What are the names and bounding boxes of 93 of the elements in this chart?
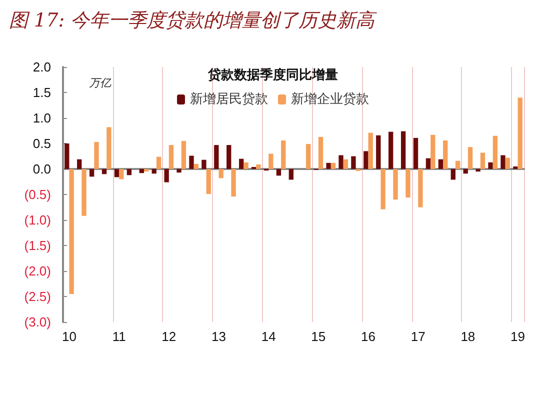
bar bbox=[426, 158, 431, 169]
x-tick-label: 17 bbox=[410, 329, 426, 344]
y-tick-label: (1.0) bbox=[24, 212, 51, 228]
bar bbox=[513, 166, 518, 169]
bar bbox=[288, 169, 294, 180]
y-tick-label: 0.0 bbox=[32, 162, 51, 176]
bar bbox=[139, 169, 144, 174]
bar bbox=[351, 156, 356, 169]
bar bbox=[202, 160, 206, 169]
bar bbox=[393, 169, 398, 200]
y-tick-label: 1.5 bbox=[32, 85, 51, 100]
bar bbox=[238, 158, 244, 169]
y-tick-label: 1.0 bbox=[32, 110, 51, 126]
bar bbox=[126, 169, 132, 176]
bar bbox=[77, 159, 82, 169]
bar bbox=[214, 145, 219, 169]
bar bbox=[176, 169, 182, 173]
bar bbox=[450, 169, 456, 180]
x-tick-label: 18 bbox=[460, 329, 476, 344]
bar bbox=[152, 169, 156, 174]
bar bbox=[463, 169, 468, 174]
bar bbox=[443, 140, 448, 169]
x-tick-label: 10 bbox=[62, 329, 76, 344]
bar bbox=[231, 169, 236, 197]
bar bbox=[306, 144, 311, 169]
bar bbox=[368, 132, 373, 169]
bar bbox=[94, 142, 99, 169]
bar bbox=[343, 159, 348, 169]
bar bbox=[276, 169, 282, 176]
y-tick-label: 2.0 bbox=[32, 60, 51, 74]
x-tick-label: 12 bbox=[162, 329, 176, 344]
x-tick-label: 16 bbox=[361, 329, 376, 344]
bar bbox=[406, 169, 410, 198]
bar bbox=[438, 159, 444, 169]
bar bbox=[189, 156, 194, 169]
bar bbox=[281, 140, 286, 169]
bar bbox=[338, 155, 344, 169]
y-tick-label: 0.5 bbox=[32, 136, 51, 151]
bar bbox=[69, 169, 74, 294]
bar bbox=[505, 158, 510, 169]
x-tick-label: 11 bbox=[112, 329, 126, 344]
x-tick-label: 15 bbox=[311, 329, 326, 344]
bar bbox=[455, 160, 460, 169]
y-tick-label: (2.5) bbox=[24, 289, 51, 304]
bar bbox=[89, 169, 94, 177]
bar bbox=[144, 169, 149, 172]
chart-title: 图 17: 今年一季度贷款的增量创了历史新高 bbox=[9, 10, 378, 32]
bar bbox=[492, 136, 498, 169]
legend-label: 新增居民贷款 bbox=[190, 92, 268, 107]
bar bbox=[106, 127, 112, 169]
y-axis-title: 万亿 bbox=[89, 78, 112, 90]
bar bbox=[330, 162, 336, 169]
y-tick-label: (0.5) bbox=[24, 187, 51, 202]
bar bbox=[380, 169, 386, 210]
bar bbox=[64, 144, 70, 169]
bar bbox=[218, 169, 224, 178]
bar bbox=[119, 169, 124, 180]
bar bbox=[244, 162, 248, 169]
bar bbox=[480, 152, 486, 169]
bar bbox=[164, 169, 169, 182]
bar bbox=[256, 164, 261, 169]
bar bbox=[156, 156, 162, 169]
bar bbox=[326, 162, 331, 169]
bar bbox=[181, 140, 186, 169]
bar bbox=[102, 169, 107, 174]
bar bbox=[476, 169, 480, 172]
bar bbox=[114, 169, 120, 178]
bar bbox=[364, 151, 368, 169]
bar bbox=[518, 98, 522, 169]
bar bbox=[388, 132, 394, 169]
legend-label: 新增企业贷款 bbox=[291, 92, 369, 107]
bar bbox=[430, 134, 436, 169]
bar bbox=[206, 169, 211, 194]
bar bbox=[194, 164, 198, 169]
bar bbox=[268, 154, 274, 169]
bar bbox=[500, 155, 506, 169]
x-tick-label: 14 bbox=[261, 329, 276, 344]
x-tick-label: 19 bbox=[510, 329, 526, 344]
bar bbox=[488, 162, 493, 169]
bar bbox=[168, 145, 174, 169]
bar bbox=[318, 136, 324, 169]
bar bbox=[468, 147, 473, 169]
bar bbox=[413, 138, 418, 169]
y-tick-label: (3.0) bbox=[24, 314, 51, 330]
chart-subtitle: 贷款数据季度同比增量 bbox=[207, 67, 338, 83]
y-tick-label: (1.5) bbox=[24, 238, 51, 253]
bar bbox=[226, 145, 232, 169]
bar bbox=[400, 131, 406, 169]
bar bbox=[418, 169, 423, 208]
bar bbox=[82, 169, 86, 216]
y-tick-label: (2.0) bbox=[24, 264, 51, 278]
bar bbox=[376, 135, 381, 169]
x-tick-label: 13 bbox=[212, 329, 226, 344]
